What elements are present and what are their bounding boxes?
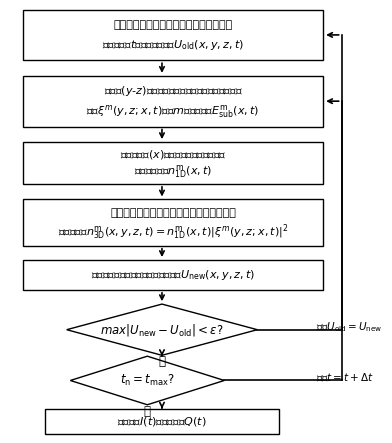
Text: 在截面$(y$-$z)$解二维薛定谔方程：得到归一化截面波: 在截面$(y$-$z)$解二维薛定谔方程：得到归一化截面波 [103,84,242,98]
Text: 是: 是 [144,405,151,418]
FancyBboxPatch shape [23,260,323,290]
FancyBboxPatch shape [23,10,323,60]
Text: 方程：得到$t$时刻势能初始值$U_{\mathrm{old}}(x, y, z, t)$: 方程：得到$t$时刻势能初始值$U_{\mathrm{old}}(x, y, z… [102,38,244,52]
Text: 是: 是 [158,355,165,368]
FancyBboxPatch shape [23,199,323,246]
Text: 否，$U_{\mathrm{old}}=U_{\mathrm{new}}$: 否，$U_{\mathrm{old}}=U_{\mathrm{new}}$ [316,320,383,334]
FancyBboxPatch shape [45,409,279,434]
FancyBboxPatch shape [23,76,323,127]
Text: 化为三维：$n^{\mathrm{m}}_{\mathrm{3D}}(x,y,z,t)=n^{\mathrm{m}}_{\mathrm{1D}}(x,t)|\x: 化为三维：$n^{\mathrm{m}}_{\mathrm{3D}}(x,y,z… [58,222,288,242]
Text: 得到电子密度$n^{\mathrm{m}}_{\mathrm{1D}}(x, t)$: 得到电子密度$n^{\mathrm{m}}_{\mathrm{1D}}(x, t… [134,163,212,180]
Text: $t_{\mathrm{n}}=t_{\mathrm{max}}$?: $t_{\mathrm{n}}=t_{\mathrm{max}}$? [120,373,175,388]
Text: 采用渐进波形估计技术求解定态量子输运: 采用渐进波形估计技术求解定态量子输运 [113,20,232,30]
Polygon shape [67,304,257,355]
Text: $max|U_{\mathrm{new}}-U_{\mathrm{old}}|<\varepsilon$?: $max|U_{\mathrm{new}}-U_{\mathrm{old}}|<… [100,322,224,338]
Text: 否，$t=t+\Delta t$: 否，$t=t+\Delta t$ [316,371,374,383]
FancyBboxPatch shape [23,142,323,184]
Text: 函数$\xi^m(y, z; x, t)$和第$m$个子带能级$E^{\mathrm{m}}_{\mathrm{sub}}(x, t)$: 函数$\xi^m(y, z; x, t)$和第$m$个子带能级$E^{\math… [86,103,260,120]
Text: 解三维泊松方程：得到更新后的势能$U_{\mathrm{new}}(x, y, z, t)$: 解三维泊松方程：得到更新后的势能$U_{\mathrm{new}}(x, y, … [91,268,255,282]
Text: 沿输运方向$(x)$解一维含时薛定谔方程：: 沿输运方向$(x)$解一维含时薛定谔方程： [120,148,226,161]
Text: 计算电流$I(t)$和沟道电荷$Q(t)$: 计算电流$I(t)$和沟道电荷$Q(t)$ [117,415,207,428]
Polygon shape [70,356,224,405]
Text: 通过乘以二维概率密度将电子密度从一维转: 通过乘以二维概率密度将电子密度从一维转 [110,208,236,218]
